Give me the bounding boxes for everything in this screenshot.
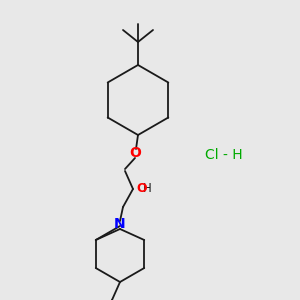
- Text: Cl - H: Cl - H: [205, 148, 243, 162]
- Text: O: O: [136, 182, 147, 194]
- Text: O: O: [129, 146, 141, 160]
- Text: N: N: [114, 217, 126, 231]
- Text: H: H: [142, 182, 152, 196]
